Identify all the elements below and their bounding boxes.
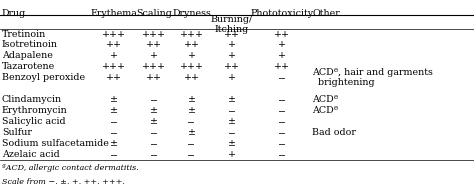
Text: +: + bbox=[228, 150, 236, 159]
Text: ±: ± bbox=[110, 95, 118, 104]
Text: ++: ++ bbox=[106, 73, 122, 82]
Text: −: − bbox=[278, 128, 286, 137]
Text: +++: +++ bbox=[142, 29, 166, 38]
Text: +++: +++ bbox=[180, 29, 203, 38]
Text: Benzoyl peroxide: Benzoyl peroxide bbox=[2, 73, 85, 82]
Text: ±: ± bbox=[188, 95, 195, 104]
Text: Isotretinoin: Isotretinoin bbox=[2, 40, 58, 49]
Text: Phototoxicity: Phototoxicity bbox=[250, 9, 314, 18]
Text: Sulfur: Sulfur bbox=[2, 128, 32, 137]
Text: −: − bbox=[110, 150, 118, 159]
Text: ACDª: ACDª bbox=[312, 106, 338, 115]
Text: −: − bbox=[278, 73, 286, 82]
Text: −: − bbox=[278, 95, 286, 104]
Text: Adapalene: Adapalene bbox=[2, 52, 53, 60]
Text: ±: ± bbox=[188, 128, 195, 137]
Text: −: − bbox=[150, 128, 158, 137]
Text: ªACD, allergic contact dermatitis.: ªACD, allergic contact dermatitis. bbox=[2, 164, 139, 172]
Text: +: + bbox=[228, 40, 236, 49]
Text: −: − bbox=[188, 150, 195, 159]
Text: +++: +++ bbox=[180, 62, 203, 71]
Text: ±: ± bbox=[228, 95, 236, 104]
Text: +: + bbox=[228, 52, 236, 60]
Text: Tazarotene: Tazarotene bbox=[2, 62, 55, 71]
Text: ++: ++ bbox=[224, 62, 240, 71]
Text: ++: ++ bbox=[274, 29, 290, 38]
Text: Dryness: Dryness bbox=[172, 9, 211, 18]
Text: −: − bbox=[188, 139, 195, 148]
Text: +++: +++ bbox=[102, 29, 126, 38]
Text: Tretinoin: Tretinoin bbox=[2, 29, 46, 38]
Text: −: − bbox=[278, 139, 286, 148]
Text: ++: ++ bbox=[183, 40, 200, 49]
Text: ++: ++ bbox=[224, 29, 240, 38]
Text: ACDª: ACDª bbox=[312, 95, 338, 104]
Text: Scaling: Scaling bbox=[136, 9, 172, 18]
Text: ++: ++ bbox=[106, 40, 122, 49]
Text: −: − bbox=[278, 117, 286, 126]
Text: −: − bbox=[278, 150, 286, 159]
Text: ACDª, hair and garments
  brightening: ACDª, hair and garments brightening bbox=[312, 68, 433, 87]
Text: Drug: Drug bbox=[2, 9, 26, 18]
Text: Salicylic acid: Salicylic acid bbox=[2, 117, 65, 126]
Text: −: − bbox=[228, 128, 236, 137]
Text: Clindamycin: Clindamycin bbox=[2, 95, 62, 104]
Text: +: + bbox=[278, 40, 286, 49]
Text: ++: ++ bbox=[183, 73, 200, 82]
Text: ++: ++ bbox=[146, 73, 162, 82]
Text: Other: Other bbox=[312, 9, 340, 18]
Text: −: − bbox=[188, 117, 195, 126]
Text: ±: ± bbox=[150, 106, 158, 115]
Text: ±: ± bbox=[110, 106, 118, 115]
Text: +: + bbox=[110, 52, 118, 60]
Text: Burning/
Itching: Burning/ Itching bbox=[210, 15, 253, 34]
Text: −: − bbox=[228, 106, 236, 115]
Text: Erythema: Erythema bbox=[91, 9, 137, 18]
Text: −: − bbox=[150, 139, 158, 148]
Text: −: − bbox=[110, 117, 118, 126]
Text: +++: +++ bbox=[102, 62, 126, 71]
Text: +: + bbox=[278, 52, 286, 60]
Text: +: + bbox=[228, 73, 236, 82]
Text: Scale from −, ±, +, ++, +++.: Scale from −, ±, +, ++, +++. bbox=[2, 178, 125, 184]
Text: −: − bbox=[150, 95, 158, 104]
Text: +++: +++ bbox=[142, 62, 166, 71]
Text: +: + bbox=[188, 52, 195, 60]
Text: −: − bbox=[278, 106, 286, 115]
Text: Azelaic acid: Azelaic acid bbox=[2, 150, 60, 159]
Text: ±: ± bbox=[228, 117, 236, 126]
Text: −: − bbox=[150, 150, 158, 159]
Text: ±: ± bbox=[228, 139, 236, 148]
Text: Bad odor: Bad odor bbox=[312, 128, 356, 137]
Text: ±: ± bbox=[188, 106, 195, 115]
Text: Sodium sulfacetamide: Sodium sulfacetamide bbox=[2, 139, 109, 148]
Text: ±: ± bbox=[150, 117, 158, 126]
Text: ++: ++ bbox=[274, 62, 290, 71]
Text: +: + bbox=[150, 52, 158, 60]
Text: Erythromycin: Erythromycin bbox=[2, 106, 68, 115]
Text: ++: ++ bbox=[146, 40, 162, 49]
Text: ±: ± bbox=[110, 139, 118, 148]
Text: −: − bbox=[110, 128, 118, 137]
